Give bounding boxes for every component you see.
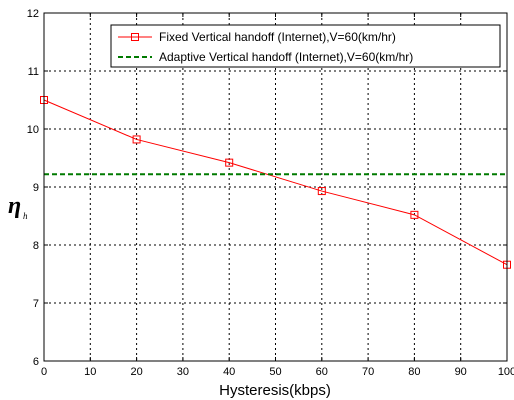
legend: Fixed Vertical handoff (Internet),V=60(k… [110,24,501,68]
y-tick-label: 6 [33,356,39,368]
x-tick-label: 20 [130,366,142,378]
x-tick-label: 70 [362,366,374,378]
grid-lines [44,13,507,361]
x-tick-label: 30 [177,366,189,378]
y-tick-label: 11 [28,66,39,78]
y-tick-label: 8 [33,240,39,252]
y-tick-label: 10 [27,124,39,136]
y-axis-label-subscript: h [23,211,28,221]
data-point-marker [132,135,141,144]
data-point-marker [317,187,326,196]
x-tick-label: 90 [455,366,467,378]
data-point-marker [410,210,419,219]
x-tick-label: 10 [84,366,96,378]
series-line [43,99,508,266]
legend-box [110,24,501,68]
y-tick-label: 9 [33,182,39,194]
x-tick-label: 0 [41,366,47,378]
x-tick-label: 40 [223,366,235,378]
y-axis-label: η h [8,193,28,221]
x-tick-label: 100 [498,366,514,378]
legend-label-adaptive: Adaptive Vertical handoff (Internet),V=6… [159,50,413,64]
x-tick-label: 50 [269,366,281,378]
legend-marker-fixed [131,33,139,41]
x-tick-labels: 0 10 20 30 40 50 60 70 80 90 100 [41,366,514,378]
y-tick-labels: 6 7 8 9 10 11 12 [27,8,39,368]
y-tick-label: 7 [33,298,39,310]
legend-label-fixed: Fixed Vertical handoff (Internet),V=60(k… [159,30,396,44]
y-axis-label-symbol: η [8,193,21,219]
axis-ticks [43,12,508,362]
x-tick-label: 60 [316,366,328,378]
y-tick-label: 12 [27,8,39,20]
x-tick-label: 80 [408,366,420,378]
data-point-marker [225,158,234,167]
x-axis-label: Hysteresis(kbps) [219,382,331,399]
